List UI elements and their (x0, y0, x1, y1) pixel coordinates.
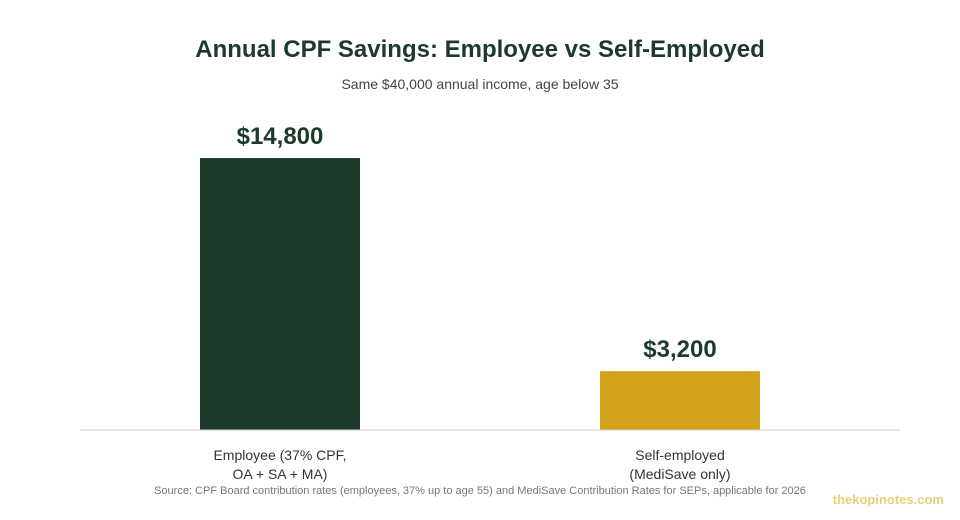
category-label-1-line-1: (MediSave only) (629, 466, 730, 482)
watermark: thekopinotes.com (832, 492, 944, 507)
category-label-0-line-1: OA + SA + MA) (233, 466, 328, 482)
chart-subtitle: Same $40,000 annual income, age below 35 (341, 76, 619, 92)
bar-0 (200, 158, 360, 431)
category-label-0-line-0: Employee (37% CPF, (213, 447, 346, 463)
value-label-1: $3,200 (643, 336, 716, 363)
chart-title: Annual CPF Savings: Employee vs Self-Emp… (195, 36, 765, 63)
value-label-0: $14,800 (237, 123, 324, 150)
bar-1 (600, 371, 760, 430)
category-label-1-line-0: Self-employed (635, 447, 725, 463)
source-note: Source: CPF Board contribution rates (em… (154, 485, 806, 497)
